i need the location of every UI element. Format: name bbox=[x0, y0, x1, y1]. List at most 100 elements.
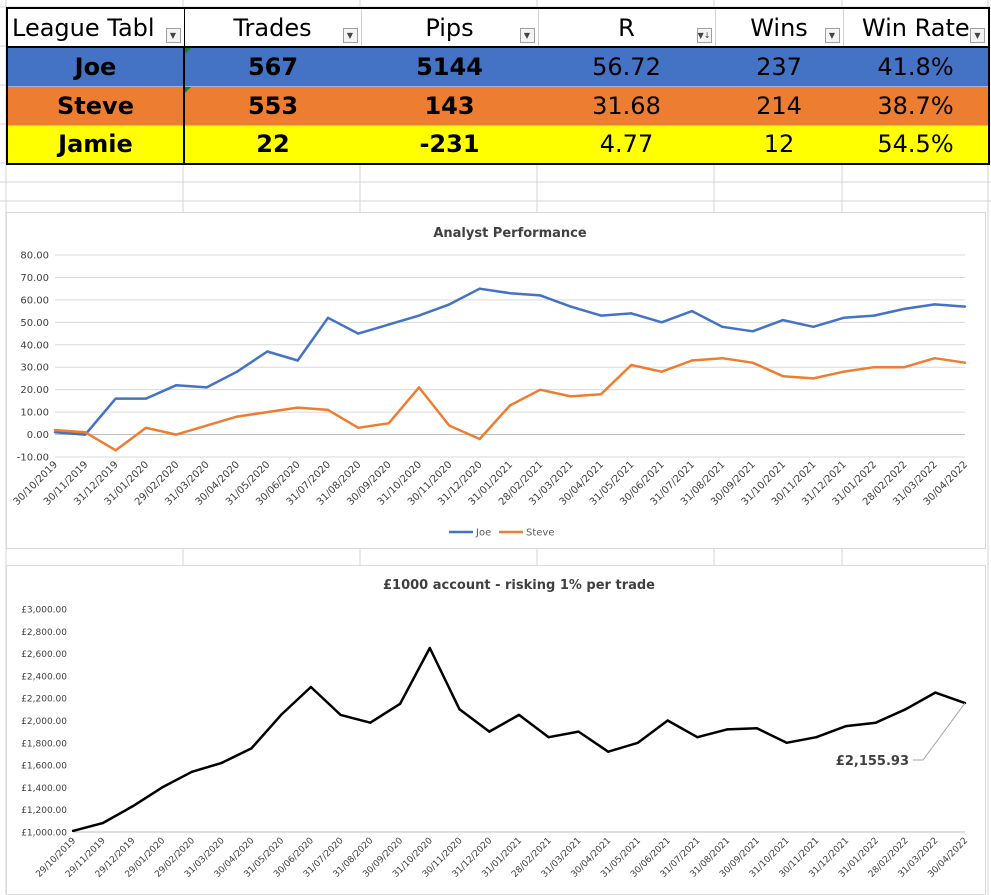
filter-dropdown-icon[interactable]: ▼ bbox=[824, 28, 840, 43]
data-point bbox=[339, 713, 342, 717]
analyst-performance-plot: Analyst Performance 80.00 70.00 60.00 50.00 4… bbox=[12, 226, 971, 539]
filter-dropdown-icon[interactable]: ▼ bbox=[165, 28, 181, 43]
data-point bbox=[569, 305, 572, 308]
data-point bbox=[721, 325, 724, 329]
data-point bbox=[934, 691, 937, 694]
cell-trades[interactable]: 22 bbox=[184, 125, 361, 165]
data-point bbox=[53, 431, 57, 434]
callout-leader-line bbox=[913, 702, 966, 761]
cell-name[interactable]: Joe bbox=[6, 47, 185, 87]
cell-name[interactable]: Jamie bbox=[6, 125, 185, 165]
data-point bbox=[874, 721, 877, 724]
data-point bbox=[751, 330, 754, 333]
column-header-wins: Wins ▼ bbox=[715, 7, 844, 48]
y-tick-label: 70.00 bbox=[20, 273, 49, 284]
column-header-label: Win Rate bbox=[861, 13, 970, 42]
legend-label: Steve bbox=[526, 528, 555, 539]
data-point bbox=[630, 312, 633, 315]
cell-win-rate[interactable]: 38.7% bbox=[843, 86, 990, 126]
y-tick-label: 50.00 bbox=[20, 318, 49, 329]
filter-dropdown-icon[interactable]: ▼ bbox=[519, 28, 535, 43]
data-point bbox=[785, 741, 788, 744]
cell-wins[interactable]: 214 bbox=[715, 86, 843, 126]
data-point bbox=[517, 713, 521, 717]
data-point bbox=[842, 370, 845, 373]
data-point bbox=[636, 741, 640, 744]
data-point bbox=[842, 316, 845, 320]
data-point bbox=[547, 736, 550, 739]
filter-dropdown-icon[interactable]: ▼ bbox=[342, 28, 358, 43]
data-point bbox=[448, 424, 451, 427]
cell-r[interactable]: 56.72 bbox=[538, 47, 715, 87]
data-point bbox=[417, 314, 421, 317]
cell-pips[interactable]: 5144 bbox=[361, 47, 538, 87]
data-point bbox=[478, 437, 481, 441]
cell-r[interactable]: 4.77 bbox=[538, 125, 715, 165]
data-point bbox=[569, 395, 572, 398]
data-point bbox=[161, 786, 164, 789]
data-point bbox=[296, 359, 299, 362]
cell-wins[interactable]: 237 bbox=[715, 47, 843, 87]
data-point bbox=[326, 316, 330, 320]
y-tick-label: £1,000.00 bbox=[21, 829, 67, 839]
data-point bbox=[508, 291, 512, 295]
data-point bbox=[53, 428, 57, 432]
cell-wins[interactable]: 12 bbox=[715, 125, 843, 165]
data-point bbox=[458, 708, 461, 711]
column-header-label: Trades bbox=[233, 13, 312, 42]
y-tick-label: 30.00 bbox=[20, 363, 49, 374]
data-point bbox=[904, 708, 907, 711]
league-table: League Tabl ▼ Trades ▼ Pips ▼ R ▼↓ Wins ▼ Win… bbox=[6, 7, 990, 165]
cell-win-rate[interactable]: 54.5% bbox=[843, 125, 990, 165]
data-point bbox=[279, 713, 283, 717]
league-table-header-row: League Tabl ▼ Trades ▼ Pips ▼ R ▼↓ Wins ▼ Win… bbox=[6, 7, 990, 48]
data-point bbox=[235, 370, 239, 373]
data-point bbox=[428, 646, 431, 650]
data-point bbox=[539, 294, 542, 297]
table-row: Steve 553 143 31.68 214 38.7% bbox=[6, 86, 990, 126]
data-point bbox=[205, 386, 208, 389]
data-point bbox=[872, 366, 876, 369]
cell-name[interactable]: Steve bbox=[6, 86, 185, 126]
y-tick-label: £3,000.00 bbox=[21, 606, 67, 616]
data-point bbox=[266, 350, 269, 353]
analyst-performance-chart[interactable]: Analyst Performance 80.00 70.00 60.00 50.00 4… bbox=[6, 212, 986, 549]
data-point bbox=[751, 361, 754, 364]
data-point bbox=[220, 761, 223, 765]
account-balance-chart[interactable]: £1000 account - risking 1% per trade £3,0… bbox=[6, 565, 986, 895]
y-tick-label: £1,800.00 bbox=[21, 739, 67, 749]
data-point bbox=[844, 724, 848, 728]
chart-title: £1000 account - risking 1% per trade bbox=[383, 578, 655, 593]
filter-dropdown-icon[interactable]: ▼ bbox=[970, 28, 985, 43]
chart-title: Analyst Performance bbox=[433, 226, 587, 241]
data-point bbox=[101, 821, 104, 825]
data-point bbox=[357, 426, 360, 430]
y-tick-label: 10.00 bbox=[20, 408, 49, 419]
column-header-r: R ▼↓ bbox=[538, 7, 716, 48]
data-point bbox=[933, 303, 936, 306]
series-line bbox=[72, 646, 966, 833]
y-tick-label: £2,800.00 bbox=[21, 628, 67, 638]
table-row: Joe 567 5144 56.72 237 41.8% bbox=[6, 47, 990, 87]
cell-trades[interactable]: 567 bbox=[184, 47, 361, 87]
error-indicator-icon bbox=[185, 86, 191, 93]
data-point bbox=[357, 332, 360, 335]
cell-r[interactable]: 31.68 bbox=[538, 86, 715, 126]
cell-trades[interactable]: 553 bbox=[184, 86, 361, 126]
sort-descending-filter-icon[interactable]: ▼↓ bbox=[696, 28, 712, 43]
cell-pips[interactable]: -231 bbox=[361, 125, 538, 165]
cell-pips[interactable]: 143 bbox=[361, 86, 538, 126]
y-tick-label: -10.00 bbox=[17, 453, 49, 464]
data-point bbox=[131, 805, 134, 808]
data-point bbox=[144, 426, 148, 430]
data-point bbox=[577, 730, 580, 733]
data-point bbox=[963, 305, 967, 308]
legend-label: Joe bbox=[475, 528, 491, 539]
data-point bbox=[508, 404, 512, 407]
cell-win-rate[interactable]: 41.8% bbox=[843, 47, 990, 87]
column-header-pips: Pips ▼ bbox=[361, 7, 539, 48]
data-point bbox=[190, 770, 194, 773]
column-header-label: League Tabl bbox=[12, 13, 155, 42]
data-point bbox=[387, 422, 390, 425]
data-point bbox=[235, 415, 239, 418]
